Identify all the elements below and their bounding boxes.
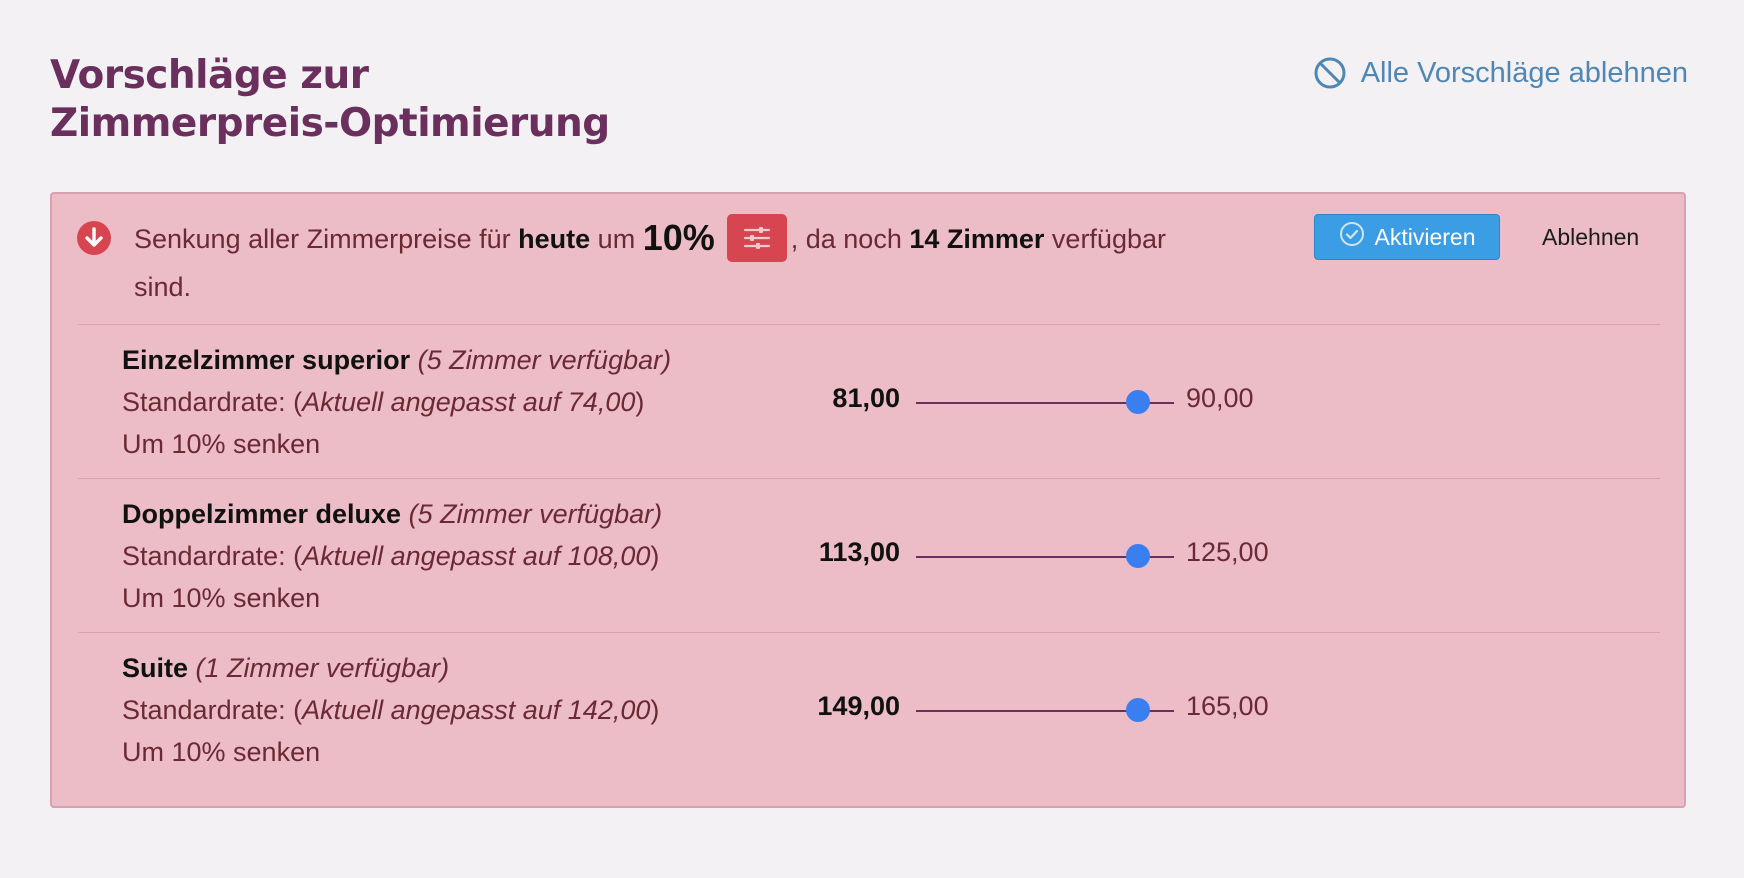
room-rate-adjusted: Aktuell angepasst auf 108,00	[302, 541, 651, 571]
room-row: Doppelzimmer deluxe (5 Zimmer verfügbar)…	[78, 478, 1660, 633]
price-slider[interactable]	[916, 382, 1174, 422]
room-name: Einzelzimmer superior	[122, 345, 411, 375]
room-name: Doppelzimmer deluxe	[122, 499, 402, 529]
suggestion-header: Senkung aller Zimmerpreise für heute um …	[52, 194, 1684, 324]
room-name: Suite	[122, 653, 189, 683]
check-circle-icon	[1339, 221, 1365, 253]
room-max-price: 90,00	[1186, 383, 1254, 413]
room-current-price: 149,00	[817, 691, 900, 721]
suggestion-percent: 10%	[642, 217, 715, 258]
page-title: Vorschläge zur Zimmerpreis-Optimierung	[50, 53, 610, 146]
room-max-price: 125,00	[1186, 537, 1269, 567]
slider-track	[916, 402, 1174, 404]
room-max-price: 165,00	[1186, 691, 1269, 721]
suggestion-rooms-available: 14 Zimmer	[909, 224, 1045, 254]
room-availability: (5 Zimmer verfügbar)	[417, 345, 672, 375]
room-rate-adjusted: Aktuell angepasst auf 74,00	[302, 387, 636, 417]
suggestion-day: heute	[518, 224, 591, 254]
suggestion-card: Senkung aller Zimmerpreise für heute um …	[50, 192, 1686, 808]
room-rate-adjusted: Aktuell angepasst auf 142,00	[302, 695, 651, 725]
reject-all-link[interactable]: Alle Vorschläge ablehnen	[1313, 56, 1688, 90]
room-availability: (5 Zimmer verfügbar)	[408, 499, 663, 529]
slider-thumb[interactable]	[1125, 544, 1150, 568]
activate-button[interactable]: Aktivieren	[1314, 214, 1500, 260]
adjust-percent-button[interactable]	[726, 213, 787, 262]
room-action: Um 10% senken	[122, 737, 321, 767]
arrow-down-circle-icon	[76, 220, 112, 260]
slider-track	[916, 710, 1174, 712]
room-current-price: 81,00	[832, 383, 900, 413]
room-action: Um 10% senken	[122, 429, 321, 459]
room-action: Um 10% senken	[122, 583, 321, 613]
reject-all-label: Alle Vorschläge ablehnen	[1360, 56, 1688, 89]
ban-icon	[1313, 56, 1347, 90]
slider-thumb[interactable]	[1125, 698, 1150, 722]
slider-track	[916, 556, 1174, 558]
sliders-icon	[743, 226, 770, 249]
room-row: Einzelzimmer superior (5 Zimmer verfügba…	[78, 324, 1660, 479]
room-current-price: 113,00	[818, 537, 900, 567]
slider-thumb[interactable]	[1125, 390, 1150, 414]
activate-label: Aktivieren	[1374, 223, 1476, 250]
price-slider[interactable]	[916, 536, 1174, 576]
price-slider[interactable]	[916, 690, 1174, 730]
room-row: Suite (1 Zimmer verfügbar) Standardrate:…	[78, 632, 1660, 787]
room-availability: (1 Zimmer verfügbar)	[195, 653, 450, 683]
suggestion-text: Senkung aller Zimmerpreise für heute um …	[134, 213, 1214, 309]
decline-button[interactable]: Ablehnen	[1542, 223, 1640, 250]
